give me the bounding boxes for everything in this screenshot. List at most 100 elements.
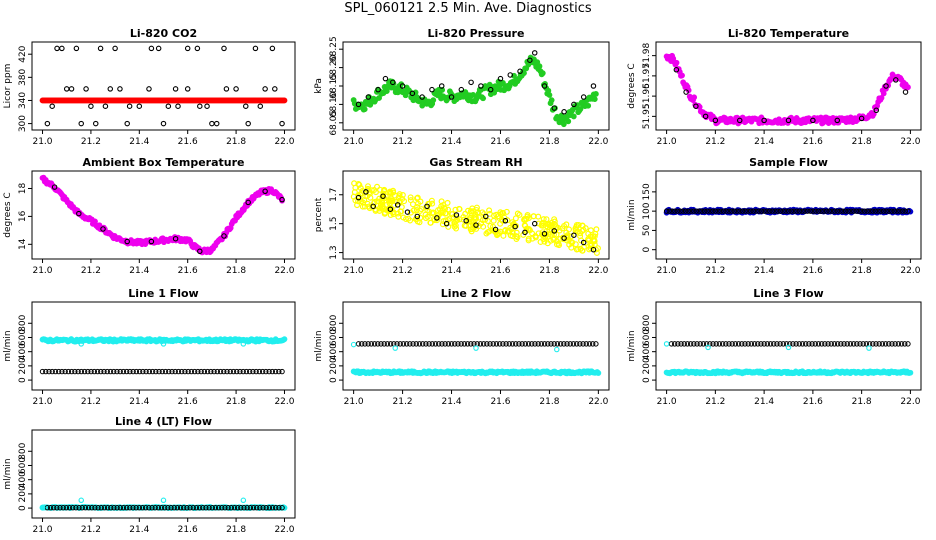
data-point xyxy=(427,219,434,226)
data-point xyxy=(548,341,554,347)
data-point xyxy=(535,230,542,237)
data-point xyxy=(507,72,514,78)
data-point xyxy=(146,86,152,92)
x-tick-label: 21.0 xyxy=(344,266,364,276)
data-point xyxy=(883,208,889,214)
chart-sample-flow: Sample Flow ml/min 21.0 21.2 21.4 21.6 21.8 22.… xyxy=(627,156,922,276)
data-point xyxy=(126,103,133,109)
data-point xyxy=(460,216,467,223)
data-point xyxy=(804,208,811,214)
data-point xyxy=(679,72,685,79)
data-point xyxy=(577,230,584,237)
y-tick-label: 51.98 xyxy=(642,42,652,68)
data-point xyxy=(419,341,426,347)
plot-frame xyxy=(31,41,296,131)
data-point xyxy=(49,368,55,375)
data-point xyxy=(172,235,179,242)
data-point xyxy=(688,208,694,214)
data-point xyxy=(204,368,211,375)
data-point xyxy=(436,341,442,347)
data-point xyxy=(595,370,602,376)
data-point xyxy=(281,336,288,343)
data-point xyxy=(89,505,95,511)
data-point xyxy=(262,86,268,92)
data-point xyxy=(729,341,735,347)
data-point xyxy=(438,203,445,210)
series-rh-coarse xyxy=(355,189,597,253)
x-tick-label: 21.8 xyxy=(539,137,559,147)
data-point xyxy=(888,208,895,214)
x-tick-label: 21.2 xyxy=(393,397,413,407)
data-point xyxy=(382,75,389,82)
y-tick-label: 68.25 xyxy=(329,36,339,62)
data-point xyxy=(233,86,239,92)
data-point xyxy=(448,341,455,347)
data-point xyxy=(710,208,716,214)
data-point xyxy=(473,206,480,213)
data-point xyxy=(221,45,227,52)
data-point xyxy=(429,210,436,217)
data-point xyxy=(902,341,908,347)
data-point xyxy=(761,208,767,214)
data-point xyxy=(123,505,130,511)
data-point xyxy=(831,341,838,347)
data-point xyxy=(718,208,724,214)
data-point xyxy=(677,208,683,214)
data-point xyxy=(577,106,584,112)
data-point xyxy=(487,222,494,229)
data-point xyxy=(430,215,437,222)
data-point xyxy=(577,341,583,347)
data-point xyxy=(234,505,241,511)
data-point xyxy=(359,203,366,210)
data-point xyxy=(54,505,60,511)
data-point xyxy=(237,368,243,375)
data-point xyxy=(92,505,98,511)
data-point xyxy=(133,368,140,375)
data-point xyxy=(200,505,206,511)
y-axis-label: percent xyxy=(314,197,324,232)
series-co2-fine xyxy=(39,97,288,104)
y-tick-label: 51.96 xyxy=(642,83,652,109)
x-tick-label: 21.6 xyxy=(490,266,510,276)
data-point xyxy=(734,208,740,214)
data-point xyxy=(101,368,107,375)
data-point xyxy=(451,223,458,230)
data-point xyxy=(355,341,362,347)
data-point xyxy=(834,341,841,347)
data-point xyxy=(905,84,911,91)
data-point xyxy=(867,208,873,214)
chart-line4: Line 4 (LT) Flow ml/min 21.0 21.2 21.4 21.6 21… xyxy=(3,415,296,535)
data-point xyxy=(772,208,778,214)
data-point xyxy=(381,341,387,347)
data-point xyxy=(585,230,592,237)
x-tick-label: 22.0 xyxy=(588,266,608,276)
data-point xyxy=(187,505,193,511)
x-tick-label: 22.0 xyxy=(588,397,608,407)
data-point xyxy=(227,368,233,375)
data-point xyxy=(907,369,914,376)
data-point xyxy=(169,368,175,375)
data-point xyxy=(253,368,259,375)
data-point xyxy=(726,208,732,214)
data-point xyxy=(351,180,358,187)
data-point xyxy=(785,344,792,351)
x-tick-label: 22.0 xyxy=(900,397,920,407)
data-point xyxy=(473,204,480,211)
data-point xyxy=(78,368,85,375)
data-point xyxy=(675,341,681,347)
data-point xyxy=(693,103,699,109)
data-point xyxy=(108,505,114,511)
data-point xyxy=(813,208,819,214)
data-point xyxy=(473,222,479,228)
data-point xyxy=(414,200,421,207)
x-tick-label: 21.6 xyxy=(803,137,823,147)
data-point xyxy=(387,206,394,212)
data-point xyxy=(172,368,178,375)
chart-box-temp: Ambient Box Temperature degrees C 21.0 21.2… xyxy=(3,156,296,276)
chart-title: Line 4 (LT) Flow xyxy=(115,415,212,428)
data-point xyxy=(156,368,162,375)
data-point xyxy=(461,341,468,347)
data-point xyxy=(905,208,911,214)
y-tick-label: 150 xyxy=(642,183,652,200)
data-point xyxy=(211,368,217,375)
